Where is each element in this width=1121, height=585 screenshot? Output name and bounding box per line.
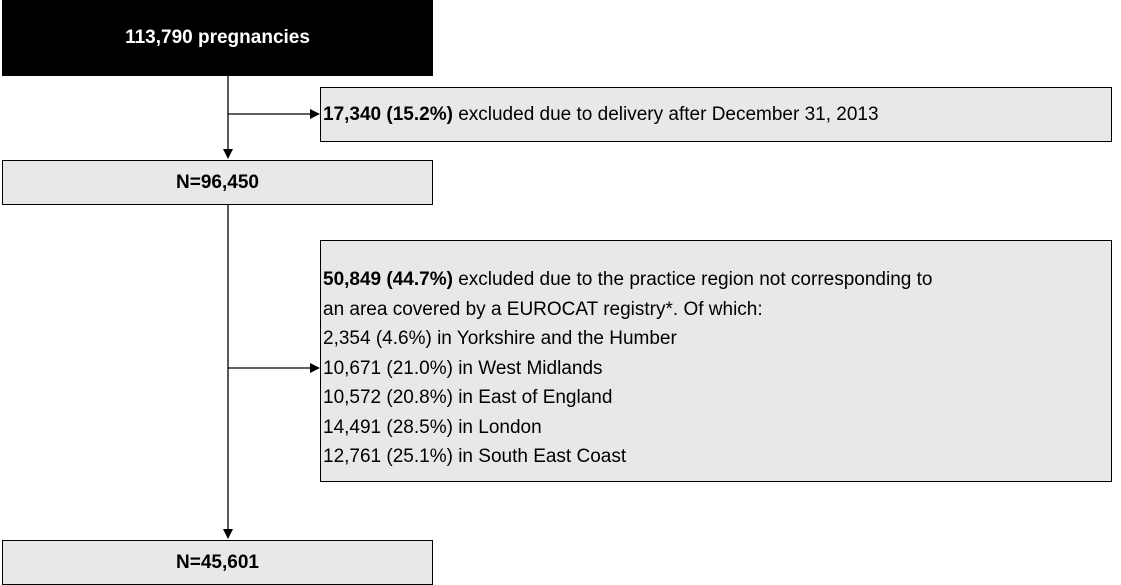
- exclusion-count: 17,340 (15.2%): [323, 104, 453, 125]
- exclusion-text: excluded due to delivery after December …: [458, 104, 879, 125]
- node-label: 113,790 pregnancies: [125, 27, 310, 48]
- node-label: N=96,450: [176, 171, 259, 193]
- node-box: N=96,450: [2, 160, 433, 205]
- exclusion-line: 2,354 (4.6%) in Yorkshire and the Humber: [323, 328, 677, 349]
- node-label: N=45,601: [176, 551, 259, 573]
- exclusion-box: 17,340 (15.2%) excluded due to delivery …: [320, 87, 1112, 142]
- exclusion-line: 50,849 (44.7%) excluded due to the pract…: [323, 265, 1111, 295]
- node-box: N=45,601: [2, 540, 433, 585]
- exclusion-count: 50,849 (44.7%): [323, 269, 453, 290]
- exclusion-line: 10,572 (20.8%) in East of England: [323, 387, 613, 408]
- node-box: 113,790 pregnancies: [2, 0, 433, 76]
- exclusion-line: 17,340 (15.2%) excluded due to delivery …: [323, 100, 1111, 130]
- exclusion-line: 10,671 (21.0%) in West Midlands: [323, 357, 603, 379]
- exclusion-line: 12,761 (25.1%) in South East Coast: [323, 446, 627, 467]
- exclusion-text: excluded due to the practice region not …: [458, 269, 933, 290]
- exclusion-line: an area covered by a EUROCAT registry*. …: [323, 298, 763, 320]
- exclusion-line: 14,491 (28.5%) in London: [323, 416, 542, 438]
- exclusion-box: 50,849 (44.7%) excluded due to the pract…: [320, 240, 1112, 482]
